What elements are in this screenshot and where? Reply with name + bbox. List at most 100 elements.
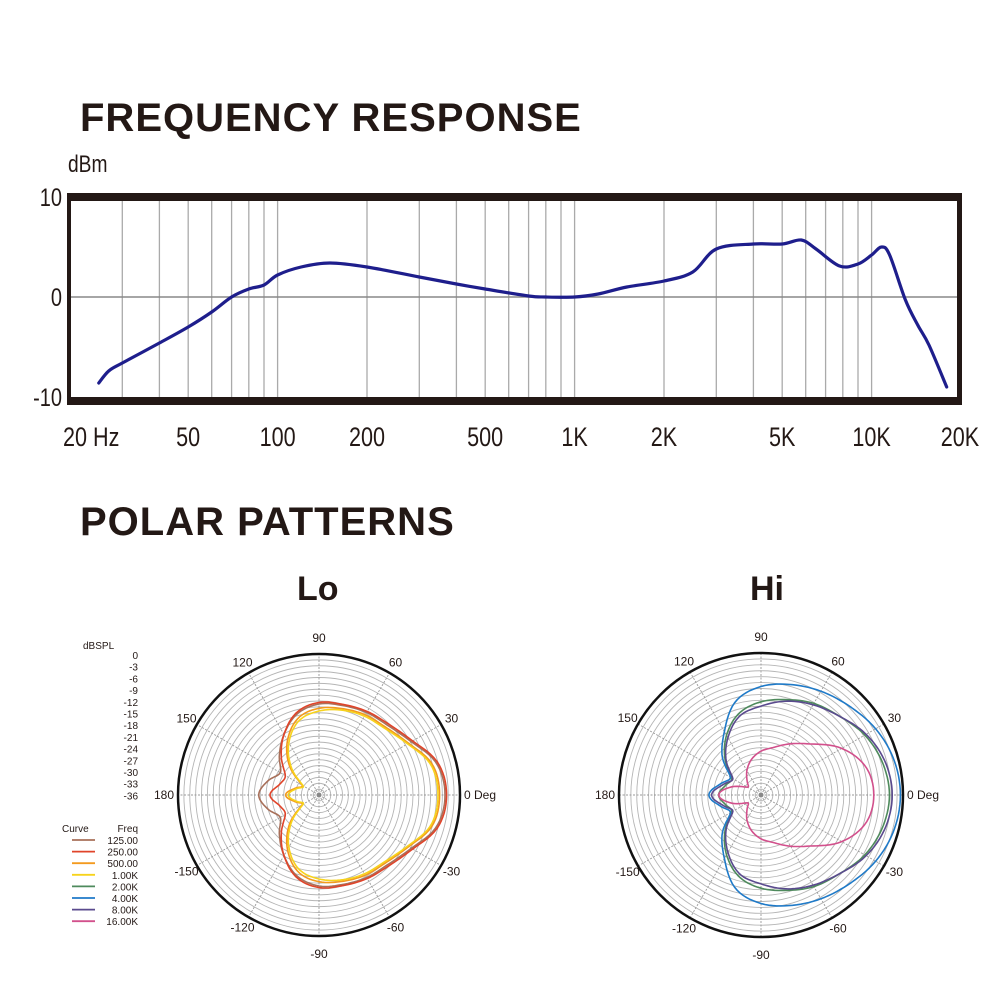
angle-label: -30 [886,865,904,879]
polar-ring [642,676,880,914]
y-axis-label: dBm [68,150,107,178]
y-tick-label: -10 [33,384,62,412]
polar-spoke [637,723,762,796]
angle-label: 60 [389,655,403,669]
frame-right [957,193,962,405]
polar-ring [312,788,326,802]
polar-legend: dBSPL 0-3-6-9-12-15-18-21-24-27-30-33-36 C… [62,641,138,928]
polar-ring [624,658,898,932]
dbspl-tick: -18 [124,721,139,732]
dbspl-tick: -30 [124,768,139,779]
angle-label: -90 [310,947,328,961]
dbspl-tick: -21 [124,733,139,744]
angle-label: -120 [672,921,696,935]
polar-ring [206,682,432,908]
polar-spoke [318,794,442,866]
polar-curve-8.00K [710,700,893,890]
dbspl-tick: -27 [124,756,139,767]
dbspl-label: dBSPL [83,641,115,652]
angle-label: 150 [618,711,638,725]
polar-spoke [318,724,442,796]
x-tick-label: 100 [260,423,296,453]
angle-label: -150 [174,865,198,879]
frame-bottom [68,397,962,405]
angle-label: 0 Deg [907,788,939,802]
x-tick-label: 500 [467,423,503,453]
legend-header-curve: Curve [62,824,89,835]
polar-ring [719,753,803,837]
angle-label: 30 [445,712,459,726]
legend-item-label: 8.00K [112,906,138,917]
dbspl-tick: -6 [129,674,138,685]
polar-ring [754,788,768,802]
polar-center [316,792,322,798]
x-tick-label: 2K [651,423,678,453]
polar-patterns-heading: POLAR PATTERNS [80,500,455,544]
frequency-response-curve [97,238,949,389]
legend-item-label: 250.00 [107,848,138,859]
frame-left [67,193,71,405]
angle-label: 150 [176,712,196,726]
angle-label: 120 [232,655,252,669]
polar-spoke [196,794,320,866]
dbspl-tick: -36 [124,791,139,802]
lo-polar-title: Lo [297,570,339,608]
polar-curve-2.00K [717,698,891,892]
dbspl-tick: -33 [124,780,139,791]
legend-item-label: 16.00K [106,917,138,928]
polar-ring [659,693,863,897]
polar-ring [242,718,396,872]
polar-spoke [760,794,885,867]
frequency-response-heading: FREQUENCY RESPONSE [80,96,582,140]
polar-outer-circle [176,652,462,938]
lo-polar-chart: 0 Deg 30 60 90 120 150 180 -150 -120 -90 -60 -30 [154,631,496,961]
dbspl-tick: -12 [124,698,139,709]
x-tick-label: 20K [941,423,980,453]
legend-item-label: 4.00K [112,894,138,905]
polar-spoke [637,794,762,867]
x-tick-label: 10K [852,423,891,453]
dbspl-tick: -15 [124,710,139,721]
dbspl-tick: -9 [129,686,138,697]
polar-outer-circle [617,651,905,939]
legend-item-label: 2.00K [112,882,138,893]
polar-spoke [760,671,833,796]
angle-label: 90 [754,630,768,644]
polar-ring [695,729,827,861]
polar-center [758,792,764,798]
polar-spoke [318,794,390,918]
angle-label: 90 [312,631,326,645]
polar-curve-16.00K [717,742,875,848]
polar-ring [224,700,414,890]
x-tick-label: 1K [561,423,588,453]
polar-ring [683,717,839,873]
polar-curve-500.00 [284,706,441,884]
angle-label: -60 [829,921,847,935]
angle-label: 30 [888,711,902,725]
polar-ring [277,753,361,837]
angle-label: -60 [387,921,405,935]
polar-curve-250.00 [269,701,448,889]
angle-label: 180 [595,788,615,802]
polar-curve-1.00K [287,708,439,882]
polar-spoke [318,672,390,796]
polar-ring [701,735,821,855]
angle-label: 0 Deg [464,788,496,802]
hi-polar-chart: 0 Deg 30 60 90 120 150 180 -150 -120 -90 -60 -30 [595,630,939,962]
angle-label: -90 [752,948,770,962]
angle-label: -150 [616,865,640,879]
dbspl-tick: -3 [129,663,138,674]
polar-spoke [760,723,885,796]
legend-header-freq: Freq [117,824,138,835]
dbspl-tick: 0 [132,651,138,662]
frame-top [68,193,962,201]
polar-spoke [689,671,762,796]
legend-item-label: 125.00 [107,836,138,847]
x-tick-label: 200 [349,423,385,453]
angle-label: 180 [154,788,174,802]
angle-label: 120 [674,655,694,669]
hi-polar-title: Hi [750,570,784,608]
x-tick-label: 20 Hz [63,423,119,453]
